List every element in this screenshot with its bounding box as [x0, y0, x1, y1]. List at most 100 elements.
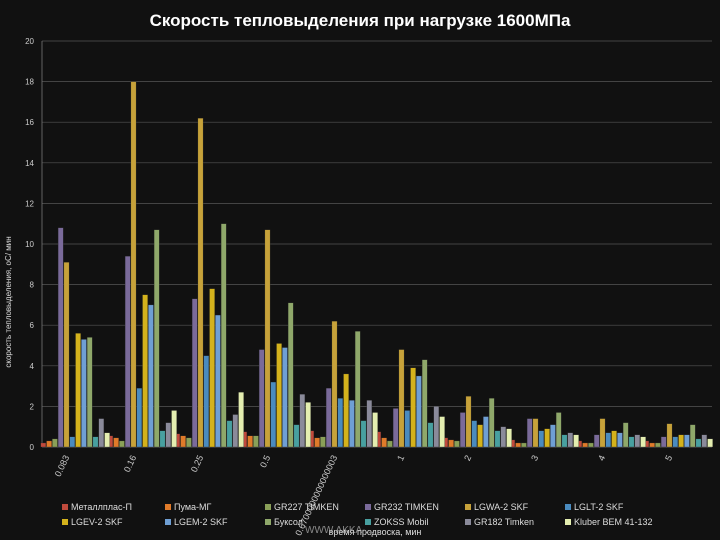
- legend-swatch: [165, 519, 171, 525]
- bar: [197, 117, 204, 448]
- bar: [433, 406, 440, 448]
- bar: [98, 418, 105, 448]
- bar: [689, 424, 696, 448]
- bar: [232, 414, 239, 448]
- legend-swatch: [365, 519, 371, 525]
- bar: [124, 256, 131, 448]
- bar: [506, 428, 512, 448]
- bar: [628, 436, 635, 448]
- bar: [465, 396, 472, 448]
- y-axis-label: скорость тепловыделения, оС/ мин: [4, 236, 13, 367]
- bar: [471, 420, 478, 448]
- bar: [104, 432, 110, 448]
- bar: [331, 320, 338, 448]
- x-tick-label: 0.16: [122, 454, 138, 474]
- chart-title: Скорость тепловыделения при нагрузке 160…: [150, 11, 571, 30]
- bar: [142, 294, 148, 448]
- bar: [372, 412, 378, 448]
- x-tick-label: 0.25: [189, 454, 205, 474]
- bar: [349, 400, 355, 448]
- x-tick-label: 3: [529, 454, 540, 463]
- bar: [165, 422, 172, 448]
- bar: [282, 347, 288, 448]
- y-tick-label: 6: [30, 321, 35, 330]
- bar: [226, 420, 233, 448]
- bar: [136, 387, 143, 448]
- bar: [293, 424, 300, 448]
- x-tick-label: 4: [596, 454, 607, 463]
- legend-label: LGEM-2 SKF: [174, 517, 228, 527]
- bar: [387, 440, 393, 448]
- x-tick-label: 5: [663, 454, 674, 463]
- legend-label: LGWA-2 SKF: [474, 502, 529, 512]
- bar: [427, 422, 434, 448]
- bar: [305, 402, 311, 448]
- bar: [526, 418, 533, 448]
- bar: [611, 430, 617, 448]
- bar: [171, 410, 177, 448]
- bar: [678, 434, 684, 448]
- x-tick-label: 0.083: [53, 454, 72, 479]
- bar: [573, 434, 579, 448]
- bar: [238, 392, 244, 448]
- x-tick-label: 1: [395, 454, 406, 463]
- legend-label: Металлплас-П: [71, 502, 132, 512]
- bar: [215, 314, 221, 448]
- bar: [276, 343, 282, 448]
- y-tick-label: 18: [25, 78, 34, 87]
- bar: [515, 442, 521, 448]
- legend-swatch: [465, 504, 471, 510]
- x-axis-label: время продвоска, мин: [329, 527, 422, 537]
- y-tick-label: 14: [25, 159, 34, 168]
- bar: [81, 339, 87, 448]
- bar: [582, 442, 588, 448]
- bar: [410, 367, 416, 448]
- y-tick-label: 12: [25, 199, 34, 208]
- bar: [75, 333, 81, 448]
- bar: [684, 434, 690, 448]
- bar: [454, 440, 460, 448]
- bar: [186, 437, 192, 448]
- bar: [567, 432, 574, 448]
- bar: [707, 438, 713, 448]
- bar: [398, 349, 405, 448]
- bar: [337, 398, 344, 448]
- bar: [343, 373, 349, 448]
- legend-swatch: [265, 519, 271, 525]
- bar: [649, 442, 655, 448]
- bar: [46, 440, 52, 448]
- bar: [299, 394, 306, 448]
- bar: [381, 437, 387, 448]
- bar: [416, 375, 422, 448]
- watermark: WWW.AKKA-...: [305, 525, 374, 536]
- bar: [203, 355, 210, 448]
- bar: [561, 434, 568, 448]
- bar: [500, 426, 507, 448]
- y-tick-label: 2: [30, 402, 35, 411]
- bar: [538, 430, 545, 448]
- bar: [264, 229, 271, 448]
- y-tick-label: 0: [30, 443, 35, 452]
- bar: [488, 398, 495, 448]
- bar: [421, 359, 428, 448]
- x-tick-label: 0.5: [258, 454, 272, 470]
- bar: [439, 416, 445, 448]
- bar: [258, 349, 265, 448]
- bar: [92, 436, 99, 448]
- bar: [588, 442, 594, 448]
- legend-label: LGLT-2 SKF: [574, 502, 624, 512]
- bar: [314, 437, 320, 448]
- bar: [672, 436, 679, 448]
- bar: [494, 430, 501, 448]
- bar: [404, 410, 411, 448]
- y-tick-label: 20: [25, 37, 34, 46]
- bar: [209, 288, 215, 448]
- bar: [593, 434, 600, 448]
- legend-label: Пума-МГ: [174, 502, 212, 512]
- bar: [532, 418, 539, 448]
- bar: [360, 420, 367, 448]
- legend-label: Kluber BEM 41-132: [574, 517, 653, 527]
- legend-label: LGEV-2 SKF: [71, 517, 123, 527]
- bar: [622, 422, 629, 448]
